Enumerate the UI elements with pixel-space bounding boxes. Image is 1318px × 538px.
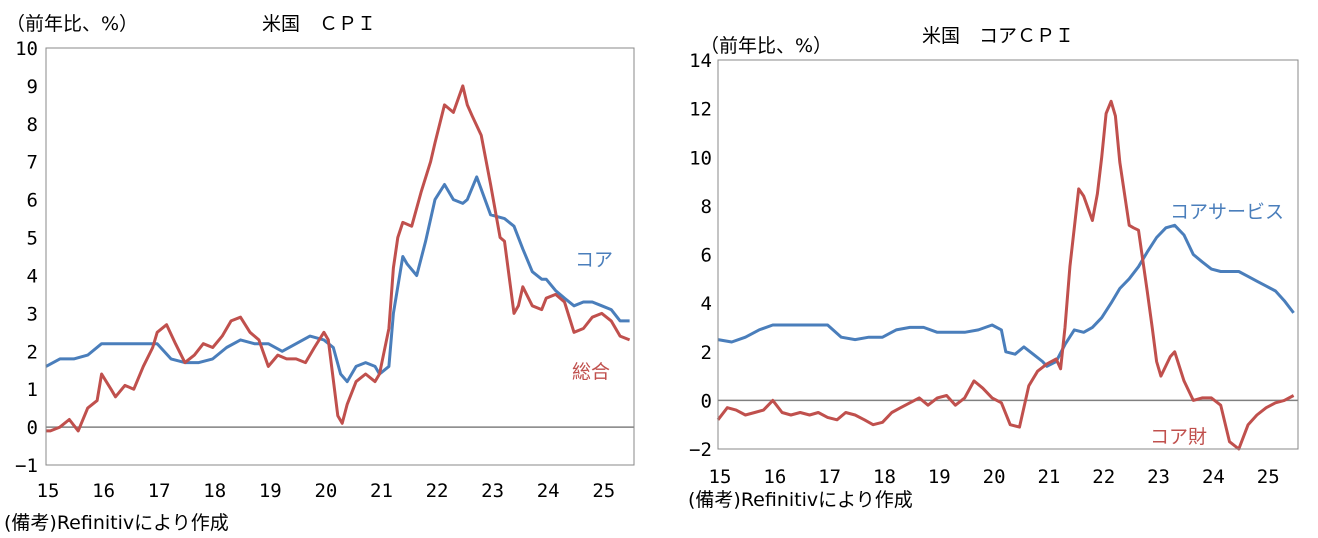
x-tick-label: 24: [1202, 466, 1225, 488]
x-tick-label: 21: [370, 480, 393, 502]
x-tick-label: 16: [92, 480, 115, 502]
x-tick-label: 15: [709, 466, 732, 488]
x-tick-label: 20: [983, 466, 1006, 488]
y-tick-label: 8: [701, 196, 712, 218]
legend-core: コア: [575, 249, 613, 271]
source-note: (備考)Refinitivにより作成: [688, 489, 913, 511]
y-tick-label: 5: [27, 228, 38, 250]
chart-title: 米国 ＣＰＩ: [262, 13, 376, 35]
y-tick-label: 8: [27, 114, 38, 136]
y-tick-label: 10: [15, 38, 38, 60]
x-tick-label: 24: [537, 480, 560, 502]
x-axis: 15 16 17 18 19 20 21 22 23 24 25: [709, 466, 1280, 488]
legend-core-goods: コア財: [1150, 426, 1207, 448]
series-core-services-line: [717, 223, 1295, 368]
y-tick-label: 4: [701, 293, 712, 315]
y-tick-label: 1: [27, 379, 38, 401]
x-tick-label: 25: [1257, 466, 1280, 488]
y-tick-label: 7: [27, 152, 38, 174]
x-tick-label: 19: [259, 480, 282, 502]
plot-frame: [717, 59, 1299, 450]
y-tick-label: 9: [27, 76, 38, 98]
unit-label: （前年比、%）: [700, 35, 832, 57]
chart-title: 米国 コアＣＰＩ: [922, 25, 1074, 47]
x-tick-label: 18: [873, 466, 896, 488]
y-tick-label: 2: [701, 342, 712, 364]
plot-frame: [45, 47, 635, 466]
legend-headline: 総合: [572, 361, 610, 383]
y-tick-label: 12: [689, 99, 712, 121]
x-axis: 15 16 17 18 19 20 21 22 23 24 25: [37, 480, 616, 502]
x-tick-label: 23: [1147, 466, 1170, 488]
y-axis: −2 0 2 4 6 8 10 12 14: [689, 50, 712, 461]
x-tick-label: 23: [481, 480, 504, 502]
x-tick-label: 20: [314, 480, 337, 502]
y-tick-label: 0: [701, 390, 712, 412]
y-tick-label: 3: [27, 303, 38, 325]
series-core-line: [45, 175, 630, 384]
series-core-goods-line: [716, 99, 1295, 451]
y-tick-label: 6: [701, 245, 712, 267]
x-tick-label: 15: [37, 480, 60, 502]
y-tick-label: 6: [27, 190, 38, 212]
y-tick-label: −2: [689, 439, 712, 461]
x-tick-label: 22: [426, 480, 449, 502]
y-tick-label: 14: [689, 50, 712, 72]
x-tick-label: 16: [763, 466, 786, 488]
y-tick-label: 10: [689, 147, 712, 169]
series-headline-line: [46, 84, 631, 433]
y-tick-label: −1: [15, 455, 38, 477]
x-tick-label: 18: [203, 480, 226, 502]
legend-core-services: コアサービス: [1170, 201, 1284, 223]
y-tick-label: 2: [27, 341, 38, 363]
source-note: (備考)Refinitivにより作成: [4, 512, 229, 534]
x-tick-label: 22: [1092, 466, 1115, 488]
x-tick-label: 19: [928, 466, 951, 488]
y-tick-label: 4: [27, 265, 38, 287]
y-axis: −1 0 1 2 3 4 5 6 7 8 9 10: [15, 38, 38, 477]
unit-label: （前年比、%）: [6, 13, 138, 35]
y-tick-label: 0: [27, 417, 38, 439]
x-tick-label: 21: [1037, 466, 1060, 488]
x-tick-label: 17: [818, 466, 841, 488]
x-tick-label: 25: [592, 480, 615, 502]
x-tick-label: 17: [148, 480, 171, 502]
